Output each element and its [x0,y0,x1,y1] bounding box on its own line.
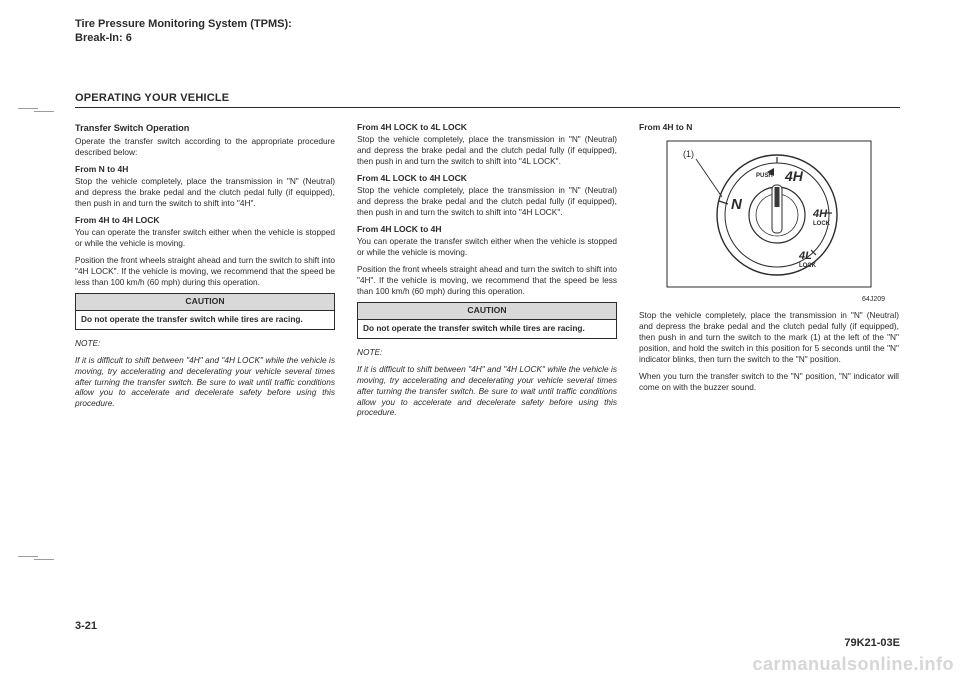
label-lock2: LOCK [799,263,817,269]
header-line-1: Tire Pressure Monitoring System (TPMS): [75,18,900,32]
column-3: From 4H to N (1) [639,122,899,425]
watermark: carmanualsonline.info [752,654,954,675]
col2-sub-4llock-to-4hlock: From 4L LOCK to 4H LOCK [357,173,617,184]
col3-p1: Stop the vehicle completely, place the t… [639,310,899,365]
caution-title: CAUTION [76,294,334,310]
caution-box: CAUTION Do not operate the transfer swit… [357,302,617,338]
label-4h: 4H [784,168,804,184]
doc-number: 79K21-03E [844,637,900,649]
col1-p1: Operate the transfer switch according to… [75,136,335,158]
caution-title: CAUTION [358,303,616,319]
page-number: 3-21 [75,620,97,632]
columns: Transfer Switch Operation Operate the tr… [75,122,900,425]
note-label: NOTE: [357,347,617,358]
section-title: OPERATING YOUR VEHICLE [75,92,900,104]
note-body: If it is difficult to shift between "4H"… [357,364,617,419]
col1-heading: Transfer Switch Operation [75,122,335,134]
col3-sub-4h-to-n: From 4H to N [639,122,899,133]
note-label: NOTE: [75,338,335,349]
col2-p1: Stop the vehicle completely, place the t… [357,134,617,167]
note-body: If it is difficult to shift between "4H"… [75,355,335,410]
page-container: Tire Pressure Monitoring System (TPMS): … [75,18,900,658]
title-rule [75,107,900,108]
label-4l: 4L [798,250,812,262]
col2-sub-4hlock-to-4h: From 4H LOCK to 4H [357,224,617,235]
label-n: N [731,196,743,213]
transfer-switch-diagram: (1) N PUSH 4H 4H LOCK 4L LOCK [659,135,879,293]
label-4h-lock: 4H [812,208,828,220]
col1-p2: Stop the vehicle completely, place the t… [75,176,335,209]
column-1: Transfer Switch Operation Operate the tr… [75,122,335,425]
col1-sub-4h-to-4hlock: From 4H to 4H LOCK [75,215,335,226]
crop-mark [18,556,38,557]
col1-sub-n-to-4h: From N to 4H [75,164,335,175]
col2-sub-4hlock-to-4llock: From 4H LOCK to 4L LOCK [357,122,617,133]
col2-p2: Stop the vehicle completely, place the t… [357,185,617,218]
crop-mark [18,108,38,109]
diagram-callout: (1) [683,149,694,159]
caution-body: Do not operate the transfer switch while… [76,311,334,329]
crop-mark [34,559,54,560]
caution-body: Do not operate the transfer switch while… [358,320,616,338]
col1-p4: Position the front wheels straight ahead… [75,255,335,288]
col3-p2: When you turn the transfer switch to the… [639,371,899,393]
col2-p4: Position the front wheels straight ahead… [357,264,617,297]
col2-p3: You can operate the transfer switch eith… [357,236,617,258]
crop-mark [34,111,54,112]
header-line-2: Break-In: 6 [75,32,900,46]
diagram-caption: 64J209 [639,295,885,304]
caution-box: CAUTION Do not operate the transfer swit… [75,293,335,329]
running-header: Tire Pressure Monitoring System (TPMS): … [75,18,900,46]
label-push: PUSH [756,173,773,179]
label-lock1: LOCK [813,221,831,227]
column-2: From 4H LOCK to 4L LOCK Stop the vehicle… [357,122,617,425]
col1-p3: You can operate the transfer switch eith… [75,227,335,249]
